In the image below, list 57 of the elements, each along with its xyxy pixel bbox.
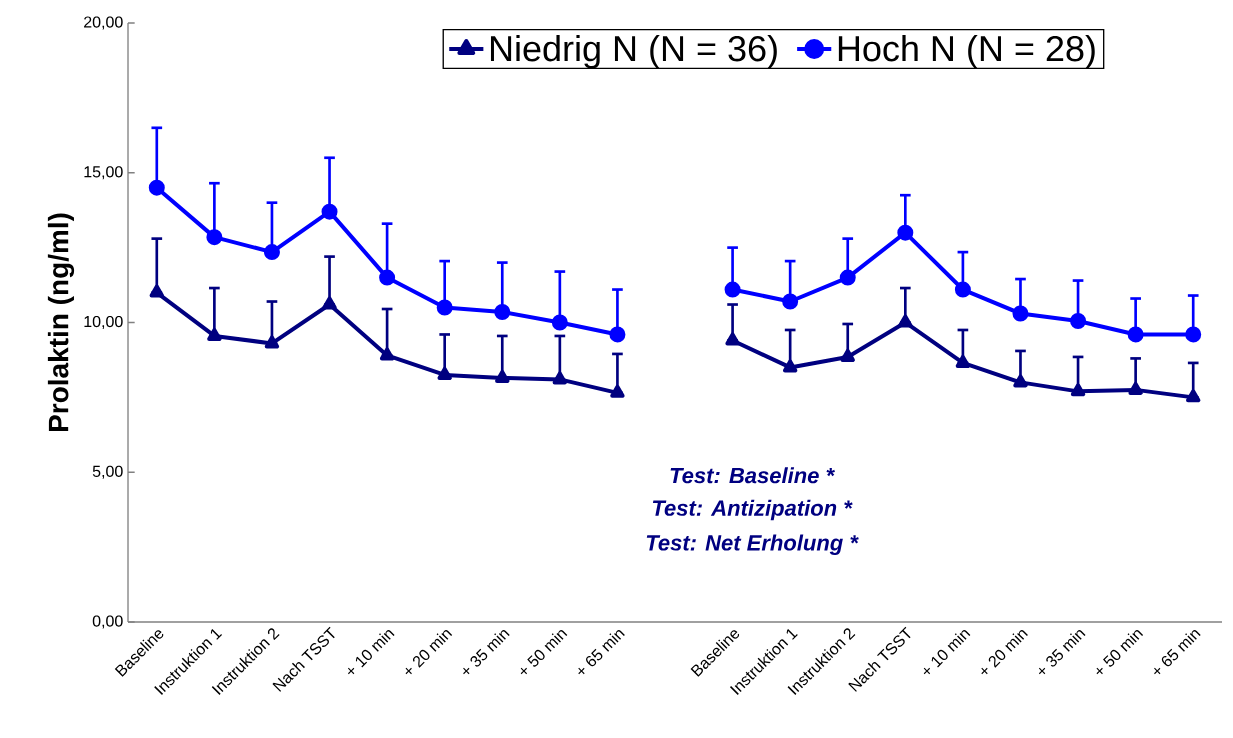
point <box>552 371 568 385</box>
point <box>379 347 395 361</box>
point <box>955 354 971 368</box>
point <box>322 296 337 310</box>
legend-label: Hoch N (N = 28) <box>838 34 1095 69</box>
point <box>149 284 164 298</box>
x-tick-label: + 50 min <box>520 629 568 675</box>
point <box>1013 374 1028 388</box>
x-tick-label: + 10 min <box>347 629 395 675</box>
annotation: Test: Net Erholung * <box>646 534 859 555</box>
x-tick-label: + 20 min <box>405 629 453 675</box>
point <box>1012 305 1029 322</box>
point <box>1070 312 1087 329</box>
point <box>1186 389 1201 403</box>
point <box>148 179 165 196</box>
point <box>551 314 568 331</box>
y-tick-label: 15,00 <box>84 166 123 180</box>
point <box>724 281 741 298</box>
point <box>495 369 510 383</box>
point <box>897 224 914 241</box>
point <box>379 269 396 286</box>
point <box>1185 326 1202 343</box>
point <box>436 299 453 316</box>
y-tick-label: 0,00 <box>92 615 123 629</box>
x-tick-label: + 50 min <box>1096 629 1144 675</box>
point <box>782 293 799 310</box>
y-tick-label: 10,00 <box>84 315 123 330</box>
x-tick-label: + 35 min <box>1038 629 1086 675</box>
x-tick-label: + 65 min <box>578 629 625 675</box>
annotation: Test: Baseline * <box>670 467 835 484</box>
point <box>494 304 511 321</box>
x-tick-label: + 20 min <box>981 629 1028 675</box>
point <box>1128 381 1143 395</box>
point <box>782 359 798 373</box>
point <box>898 314 913 328</box>
point <box>263 244 280 261</box>
annotation: Test: Antizipation * <box>652 499 853 521</box>
point <box>954 281 971 298</box>
y-tick-label: 20,00 <box>84 16 123 30</box>
point <box>725 332 740 346</box>
x-tick-label: + 10 min <box>923 629 971 675</box>
y-axis-title: Prolaktin (ng/ml) <box>47 213 75 432</box>
point <box>839 269 856 286</box>
x-tick-label: + 65 min <box>1154 629 1201 675</box>
point <box>206 229 223 246</box>
point <box>840 348 855 362</box>
point <box>609 326 626 343</box>
point <box>1127 326 1144 343</box>
point <box>264 335 280 349</box>
point <box>437 366 452 380</box>
legend-label: Niedrig N (N = 36) <box>490 34 777 69</box>
point <box>610 384 625 398</box>
y-tick-label: 5,00 <box>92 465 123 479</box>
x-tick-label: + 35 min <box>463 629 510 675</box>
point <box>207 327 222 341</box>
point <box>321 203 338 220</box>
point <box>1070 383 1086 397</box>
